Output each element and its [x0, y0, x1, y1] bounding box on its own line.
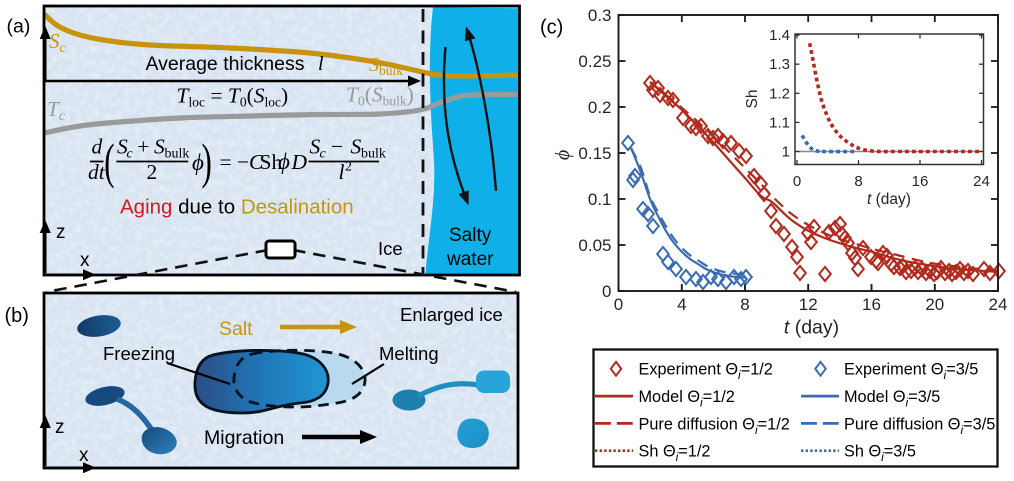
- svg-text:Model Θi=3/5: Model Θi=3/5: [844, 388, 940, 410]
- svg-text:+: +: [137, 134, 149, 158]
- svg-text:D: D: [291, 150, 308, 174]
- svg-text:20: 20: [925, 295, 944, 314]
- svg-text:0: 0: [614, 295, 623, 314]
- svg-text:2: 2: [345, 160, 352, 175]
- svg-text:2: 2: [147, 160, 158, 184]
- svg-text:24: 24: [989, 295, 1008, 314]
- svg-text:C: C: [249, 150, 264, 174]
- svg-text:Model Θi=1/2: Model Θi=1/2: [639, 388, 735, 410]
- svg-text:16: 16: [912, 173, 929, 190]
- svg-text:Pure diffusion Θi=3/5: Pure diffusion Θi=3/5: [844, 415, 995, 437]
- svg-text:0.25: 0.25: [578, 52, 611, 71]
- svg-text:Tloc = T0(Sloc): Tloc = T0(Sloc): [177, 84, 289, 110]
- svg-text:Salt: Salt: [219, 318, 253, 340]
- svg-text:Sh: Sh: [744, 90, 761, 109]
- svg-text:0: 0: [793, 173, 801, 190]
- svg-text:0.1: 0.1: [588, 190, 612, 209]
- svg-text:1: 1: [782, 144, 790, 161]
- svg-text:Aging due to Desalination: Aging due to Desalination: [120, 196, 354, 219]
- svg-text:z: z: [56, 222, 66, 243]
- svg-text:Freezing: Freezing: [103, 343, 175, 364]
- svg-text:ϕ: ϕ: [192, 150, 204, 175]
- svg-text:1.1: 1.1: [769, 114, 790, 131]
- svg-text:S: S: [310, 134, 321, 158]
- svg-text:1.2: 1.2: [769, 85, 790, 102]
- svg-text:S: S: [117, 134, 128, 158]
- svg-text:Melting: Melting: [379, 343, 439, 364]
- svg-text:water: water: [446, 249, 494, 270]
- svg-text:S: S: [351, 134, 362, 158]
- svg-text:Salty: Salty: [449, 225, 492, 246]
- svg-text:ϕ: ϕ: [278, 149, 290, 174]
- svg-text:c: c: [127, 147, 134, 162]
- svg-text:x: x: [79, 445, 89, 466]
- svg-text:1.3: 1.3: [769, 56, 790, 73]
- svg-text:t (day): t (day): [784, 317, 839, 339]
- svg-text:(c): (c): [540, 17, 563, 39]
- svg-text:24: 24: [973, 173, 990, 190]
- svg-text:12: 12: [799, 295, 818, 314]
- svg-text:Migration: Migration: [204, 427, 284, 449]
- svg-text:8: 8: [854, 173, 862, 190]
- svg-text:(a): (a): [7, 16, 31, 38]
- svg-text:d: d: [92, 134, 103, 158]
- svg-text:ϕ: ϕ: [552, 150, 574, 160]
- svg-text:0: 0: [602, 282, 611, 301]
- svg-text:c: c: [320, 147, 327, 162]
- svg-text:= −: = −: [220, 150, 250, 174]
- svg-text:16: 16: [862, 295, 881, 314]
- svg-text:dt: dt: [88, 160, 106, 184]
- svg-text:−: −: [331, 134, 343, 158]
- svg-text:x: x: [80, 250, 90, 271]
- svg-text:Sbulk: Sbulk: [369, 54, 403, 78]
- svg-text:0.15: 0.15: [578, 144, 611, 163]
- svg-text:4: 4: [677, 295, 686, 314]
- svg-text:l: l: [318, 53, 324, 75]
- svg-text:Sh: Sh: [260, 150, 283, 174]
- svg-text:Average thickness: Average thickness: [146, 53, 305, 75]
- svg-text:Sh Θi=3/5: Sh Θi=3/5: [844, 443, 916, 465]
- svg-text:z: z: [55, 417, 65, 438]
- svg-text:1.4: 1.4: [769, 27, 790, 44]
- svg-text:0.05: 0.05: [578, 236, 611, 255]
- svg-text:Sh Θi=1/2: Sh Θi=1/2: [639, 443, 711, 465]
- svg-text:(: (: [104, 134, 114, 190]
- svg-text:T0(Sbulk): T0(Sbulk): [346, 83, 414, 109]
- svg-text:Pure diffusion Θi=1/2: Pure diffusion Θi=1/2: [639, 415, 790, 437]
- svg-text:0.3: 0.3: [588, 6, 612, 25]
- svg-text:bulk: bulk: [165, 147, 190, 162]
- svg-text:Enlarged ice: Enlarged ice: [400, 304, 503, 325]
- svg-text:bulk: bulk: [361, 147, 386, 162]
- svg-text:l: l: [339, 160, 345, 184]
- svg-text:t (day): t (day): [867, 191, 911, 208]
- svg-text:S: S: [154, 134, 165, 158]
- svg-text:Ice: Ice: [378, 238, 403, 259]
- svg-text:(b): (b): [5, 305, 29, 327]
- svg-text:): ): [202, 134, 212, 190]
- svg-text:0.2: 0.2: [588, 98, 612, 117]
- svg-text:8: 8: [740, 295, 749, 314]
